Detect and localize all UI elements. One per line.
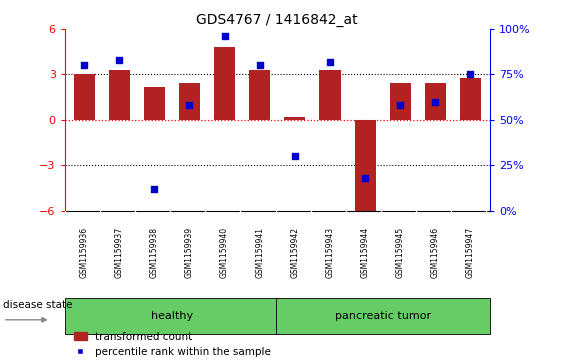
Point [360, 175, 369, 181]
Point [466, 72, 475, 77]
Bar [319, 70, 341, 120]
Bar [355, 120, 376, 211]
Text: GSM1159939: GSM1159939 [185, 227, 194, 278]
Text: GSM1159941: GSM1159941 [255, 227, 264, 278]
Point [325, 59, 334, 65]
Bar [144, 86, 165, 120]
Point [431, 99, 440, 105]
Point [291, 153, 300, 159]
Point [396, 102, 405, 108]
Bar [74, 74, 95, 120]
Text: GSM1159944: GSM1159944 [360, 227, 369, 278]
Bar [284, 117, 305, 120]
Bar [249, 70, 270, 120]
Bar [275, 298, 490, 334]
Text: GSM1159940: GSM1159940 [220, 227, 229, 278]
Point [255, 62, 264, 68]
Bar [65, 298, 279, 334]
Legend: transformed count, percentile rank within the sample: transformed count, percentile rank withi… [70, 328, 275, 362]
Point [115, 57, 124, 63]
Text: GSM1159942: GSM1159942 [291, 227, 300, 278]
Bar [179, 83, 200, 120]
Text: GSM1159938: GSM1159938 [150, 227, 159, 278]
Title: GDS4767 / 1416842_at: GDS4767 / 1416842_at [196, 13, 358, 26]
Bar [390, 83, 411, 120]
Text: GSM1159946: GSM1159946 [431, 227, 440, 278]
Bar [425, 83, 446, 120]
Text: healthy: healthy [151, 311, 193, 321]
Text: GSM1159943: GSM1159943 [325, 227, 334, 278]
Point [220, 33, 229, 39]
Text: GSM1159937: GSM1159937 [115, 227, 124, 278]
Point [185, 102, 194, 108]
Bar [109, 70, 129, 120]
Point [79, 62, 88, 68]
Text: disease state: disease state [3, 300, 72, 310]
Bar [214, 47, 235, 120]
Point [150, 186, 159, 192]
Text: GSM1159936: GSM1159936 [79, 227, 88, 278]
Text: GSM1159947: GSM1159947 [466, 227, 475, 278]
Text: GSM1159945: GSM1159945 [396, 227, 405, 278]
Bar [460, 78, 481, 120]
Text: pancreatic tumor: pancreatic tumor [334, 311, 431, 321]
